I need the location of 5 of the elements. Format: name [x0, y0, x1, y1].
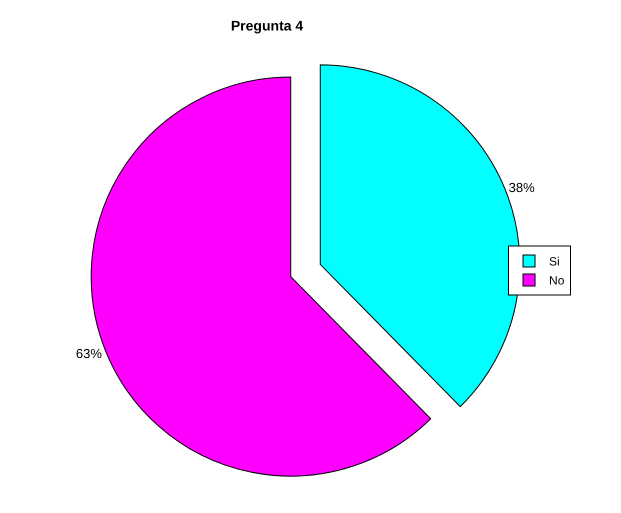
- chart-title: Pregunta 4: [230, 17, 304, 34]
- data-label: 63%: [76, 346, 102, 361]
- data-label: 38%: [508, 180, 536, 196]
- legend-label: Si: [549, 254, 560, 269]
- legend-label: No: [549, 274, 565, 288]
